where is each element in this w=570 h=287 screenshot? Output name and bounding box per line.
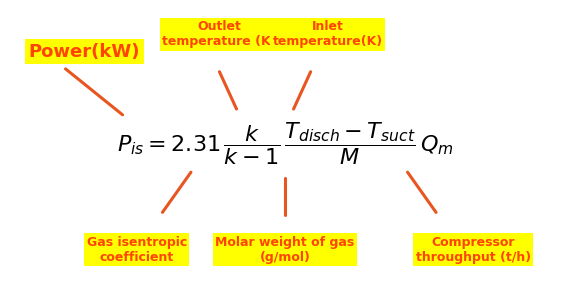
Text: Molar weight of gas
(g/mol): Molar weight of gas (g/mol) [215, 236, 355, 264]
Text: Gas isentropic
coefficient: Gas isentropic coefficient [87, 236, 187, 264]
Text: Outlet
temperature (K): Outlet temperature (K) [162, 20, 276, 49]
Text: Power(kW): Power(kW) [28, 43, 140, 61]
Text: Inlet
temperature(K): Inlet temperature(K) [272, 20, 383, 49]
Text: Compressor
throughput (t/h): Compressor throughput (t/h) [416, 236, 531, 264]
Text: $P_{is} = 2.31\,\dfrac{k}{k-1}\,\dfrac{T_{disch} - T_{suct}}{M}\,Q_m$: $P_{is} = 2.31\,\dfrac{k}{k-1}\,\dfrac{T… [117, 120, 453, 167]
